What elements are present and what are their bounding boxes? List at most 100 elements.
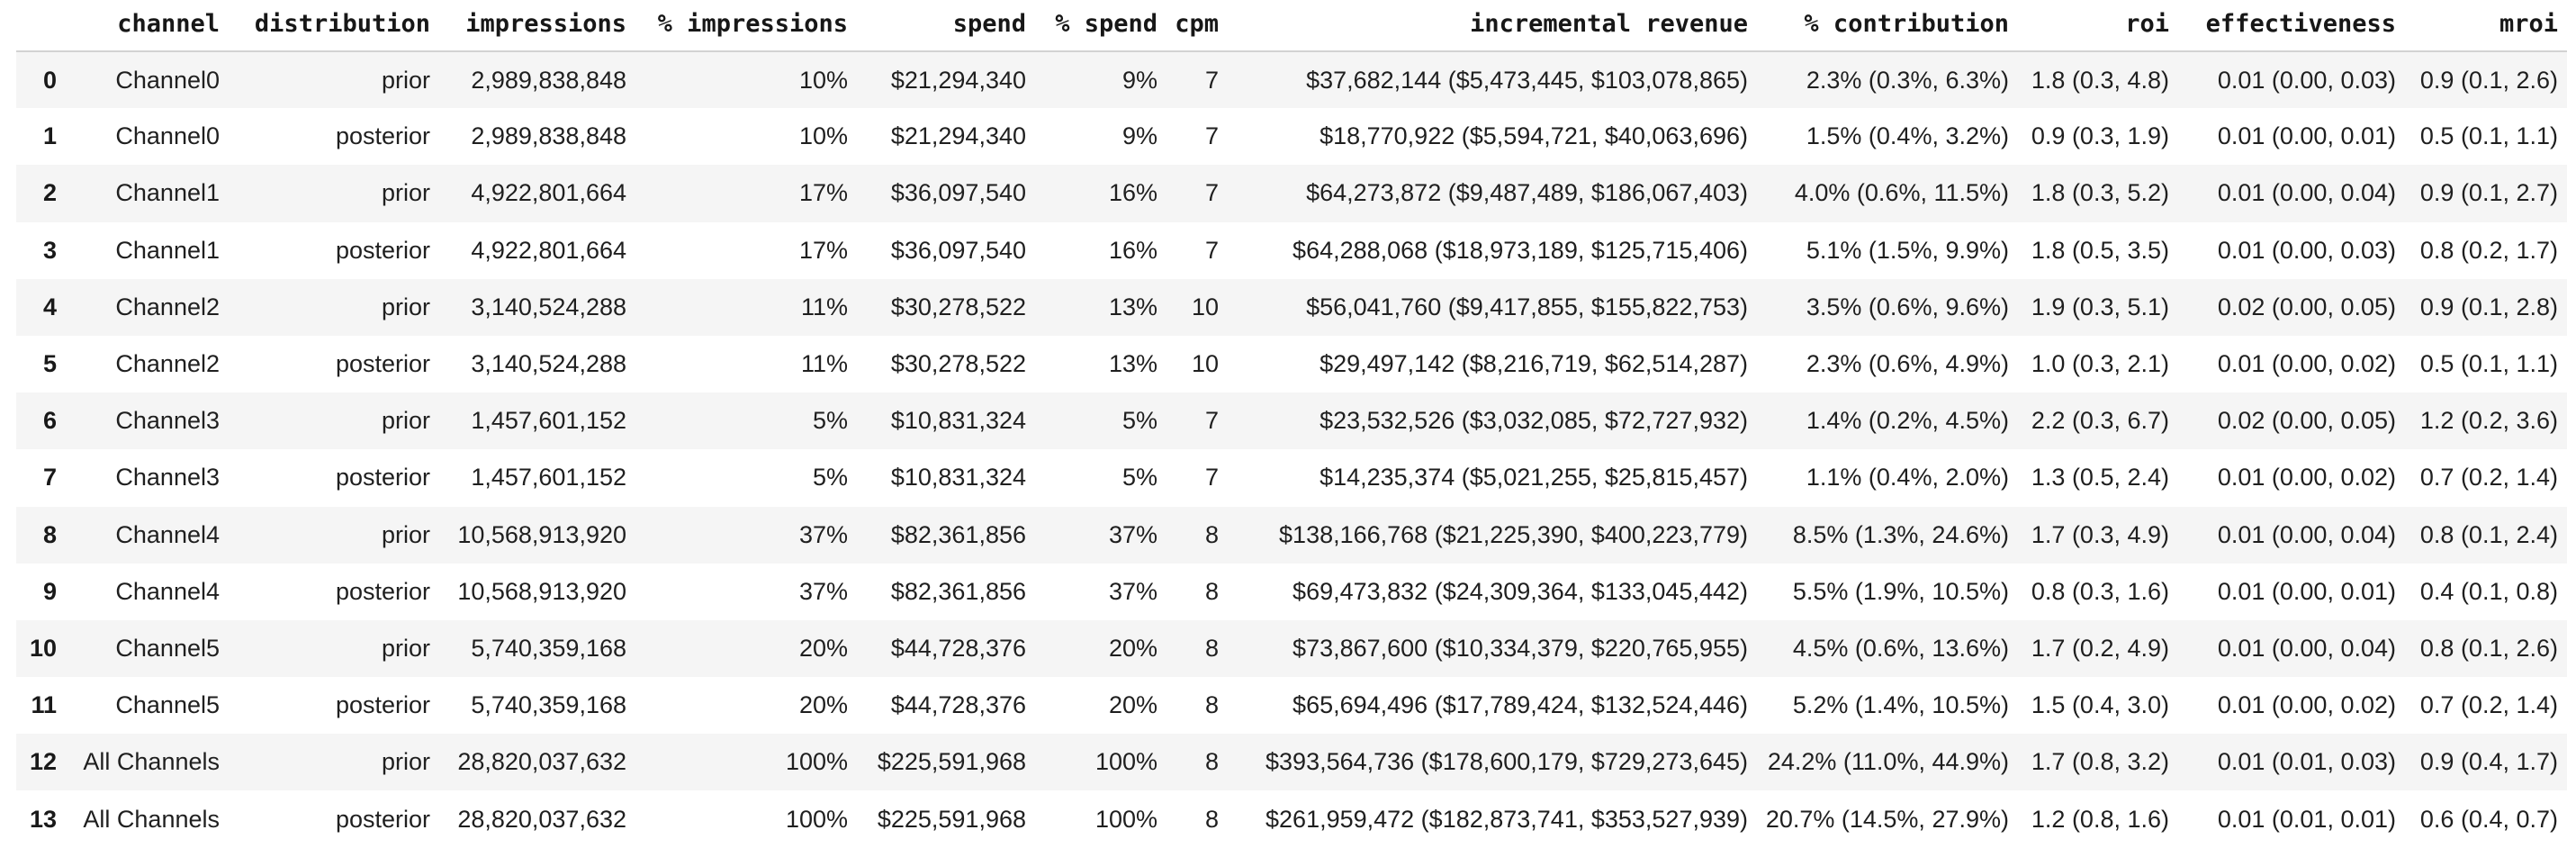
cell-roi: 1.7 (0.3, 4.9) bbox=[2031, 520, 2169, 548]
cell-pct-contribution: 5.5% (1.9%, 10.5%) bbox=[1792, 577, 2009, 605]
cell-distribution: prior bbox=[381, 748, 430, 776]
header-row: channel distribution impressions % impre… bbox=[16, 0, 2567, 52]
cell-cpm: 7 bbox=[1204, 122, 1219, 150]
column-header-distribution: distribution bbox=[229, 0, 439, 52]
cell-channel: Channel4 bbox=[115, 520, 220, 548]
cell-incremental-revenue: $37,682,144 ($5,473,445, $103,078,865) bbox=[1306, 66, 1748, 94]
cell-distribution: posterior bbox=[335, 691, 430, 719]
cell-mroi: 0.8 (0.1, 2.4) bbox=[2419, 520, 2558, 548]
cell-cpm: 8 bbox=[1204, 520, 1219, 548]
cell-impressions: 5,740,359,168 bbox=[471, 634, 626, 662]
cell-channel: Channel1 bbox=[115, 179, 220, 207]
cell-effectiveness: 0.01 (0.00, 0.02) bbox=[2217, 464, 2396, 492]
cell-pct-impressions: 100% bbox=[785, 748, 848, 776]
column-header-pct-contribution: % contribution bbox=[1757, 0, 2018, 52]
cell-pct-spend: 100% bbox=[1094, 805, 1157, 833]
cell-index: 1 bbox=[42, 122, 57, 150]
table-row: 8 Channel4 prior 10,568,913,920 37% $82,361,8… bbox=[16, 506, 2567, 564]
cell-pct-impressions: 10% bbox=[798, 66, 848, 94]
cell-index: 9 bbox=[42, 577, 57, 605]
cell-spend: $30,278,522 bbox=[890, 293, 1026, 320]
cell-mroi: 0.5 (0.1, 1.1) bbox=[2419, 122, 2558, 150]
cell-cpm: 8 bbox=[1204, 805, 1219, 833]
cell-effectiveness: 0.01 (0.00, 0.04) bbox=[2217, 520, 2396, 548]
cell-pct-spend: 16% bbox=[1108, 236, 1157, 264]
cell-pct-spend: 37% bbox=[1108, 520, 1157, 548]
cell-index: 0 bbox=[42, 66, 57, 94]
cell-roi: 1.0 (0.3, 2.1) bbox=[2031, 350, 2169, 378]
cell-impressions: 2,989,838,848 bbox=[471, 66, 626, 94]
table-row: 10 Channel5 prior 5,740,359,168 20% $44,728,3… bbox=[16, 619, 2567, 678]
table-row: 3 Channel1 posterior 4,922,801,664 17% $36,09… bbox=[16, 222, 2567, 279]
cell-roi: 1.5 (0.4, 3.0) bbox=[2031, 691, 2169, 719]
cell-pct-contribution: 2.3% (0.6%, 4.9%) bbox=[1806, 350, 2009, 378]
cell-effectiveness: 0.01 (0.01, 0.01) bbox=[2217, 805, 2396, 833]
cell-pct-impressions: 37% bbox=[798, 577, 848, 605]
cell-channel: Channel3 bbox=[115, 464, 220, 492]
cell-impressions: 10,568,913,920 bbox=[457, 520, 626, 548]
cell-roi: 1.3 (0.5, 2.4) bbox=[2031, 464, 2169, 492]
table-row: 2 Channel1 prior 4,922,801,664 17% $36,097,54… bbox=[16, 165, 2567, 222]
cell-spend: $82,361,856 bbox=[890, 577, 1026, 605]
cell-pct-impressions: 10% bbox=[798, 122, 848, 150]
cell-channel: Channel5 bbox=[115, 634, 220, 662]
cell-pct-spend: 20% bbox=[1108, 691, 1157, 719]
table-row: 5 Channel2 posterior 3,140,524,288 11% $30,27… bbox=[16, 336, 2567, 392]
cell-spend: $21,294,340 bbox=[890, 66, 1026, 94]
cell-index: 4 bbox=[42, 293, 57, 320]
cell-spend: $21,294,340 bbox=[890, 122, 1026, 150]
cell-mroi: 0.9 (0.4, 1.7) bbox=[2419, 748, 2558, 776]
table-row: 6 Channel3 prior 1,457,601,152 5% $10,831,324… bbox=[16, 392, 2567, 450]
table-row: 4 Channel2 prior 3,140,524,288 11% $30,278,52… bbox=[16, 278, 2567, 336]
cell-pct-impressions: 100% bbox=[785, 805, 848, 833]
cell-cpm: 8 bbox=[1204, 634, 1219, 662]
cell-pct-contribution: 1.4% (0.2%, 4.5%) bbox=[1806, 407, 2009, 435]
cell-mroi: 0.5 (0.1, 1.1) bbox=[2419, 350, 2558, 378]
cell-incremental-revenue: $18,770,922 ($5,594,721, $40,063,696) bbox=[1320, 122, 1748, 150]
cell-pct-contribution: 1.5% (0.4%, 3.2%) bbox=[1806, 122, 2009, 150]
cell-pct-contribution: 4.5% (0.6%, 13.6%) bbox=[1792, 634, 2009, 662]
column-header-roi: roi bbox=[2018, 0, 2178, 52]
cell-index: 13 bbox=[29, 805, 57, 833]
cell-impressions: 5,740,359,168 bbox=[471, 691, 626, 719]
cell-spend: $82,361,856 bbox=[890, 520, 1026, 548]
cell-distribution: prior bbox=[381, 66, 430, 94]
cell-pct-impressions: 11% bbox=[800, 293, 848, 320]
cell-channel: Channel1 bbox=[115, 236, 220, 264]
cell-incremental-revenue: $69,473,832 ($24,309,364, $133,045,442) bbox=[1293, 577, 1748, 605]
cell-mroi: 1.2 (0.2, 3.6) bbox=[2419, 407, 2558, 435]
cell-channel: Channel2 bbox=[115, 350, 220, 378]
cell-impressions: 28,820,037,632 bbox=[457, 805, 626, 833]
cell-roi: 1.9 (0.3, 5.1) bbox=[2031, 293, 2169, 320]
cell-cpm: 7 bbox=[1204, 179, 1219, 207]
cell-pct-spend: 13% bbox=[1108, 350, 1157, 378]
table-row: 13 All Channels posterior 28,820,037,632 100… bbox=[16, 790, 2567, 847]
cell-pct-impressions: 17% bbox=[798, 236, 848, 264]
cell-pct-spend: 5% bbox=[1121, 464, 1157, 492]
cell-spend: $10,831,324 bbox=[890, 464, 1026, 492]
table-row: 7 Channel3 posterior 1,457,601,152 5% $10,831… bbox=[16, 449, 2567, 506]
cell-incremental-revenue: $261,959,472 ($182,873,741, $353,527,939… bbox=[1265, 805, 1748, 833]
cell-index: 3 bbox=[42, 236, 57, 264]
cell-distribution: prior bbox=[381, 520, 430, 548]
cell-effectiveness: 0.01 (0.01, 0.03) bbox=[2217, 748, 2396, 776]
cell-pct-impressions: 17% bbox=[798, 179, 848, 207]
cell-spend: $225,591,968 bbox=[877, 805, 1026, 833]
cell-roi: 0.8 (0.3, 1.6) bbox=[2031, 577, 2169, 605]
media-summary-table: channel distribution impressions % impre… bbox=[16, 0, 2567, 848]
cell-channel: Channel3 bbox=[115, 407, 220, 435]
cell-incremental-revenue: $65,694,496 ($17,789,424, $132,524,446) bbox=[1293, 691, 1748, 719]
cell-impressions: 1,457,601,152 bbox=[471, 407, 626, 435]
cell-index: 12 bbox=[29, 748, 57, 776]
cell-impressions: 1,457,601,152 bbox=[471, 464, 626, 492]
cell-roi: 1.2 (0.8, 1.6) bbox=[2031, 805, 2169, 833]
table-header: channel distribution impressions % impre… bbox=[16, 0, 2567, 52]
cell-incremental-revenue: $73,867,600 ($10,334,379, $220,765,955) bbox=[1293, 634, 1748, 662]
cell-effectiveness: 0.01 (0.00, 0.02) bbox=[2217, 691, 2396, 719]
cell-distribution: prior bbox=[381, 179, 430, 207]
table-row: 11 Channel5 posterior 5,740,359,168 20% $44,7… bbox=[16, 677, 2567, 734]
cell-channel: Channel2 bbox=[115, 293, 220, 320]
cell-cpm: 8 bbox=[1204, 577, 1219, 605]
table-body: 0 Channel0 prior 2,989,838,848 10% $21,294,34… bbox=[16, 51, 2567, 848]
cell-pct-contribution: 24.2% (11.0%, 44.9%) bbox=[1767, 748, 2009, 776]
